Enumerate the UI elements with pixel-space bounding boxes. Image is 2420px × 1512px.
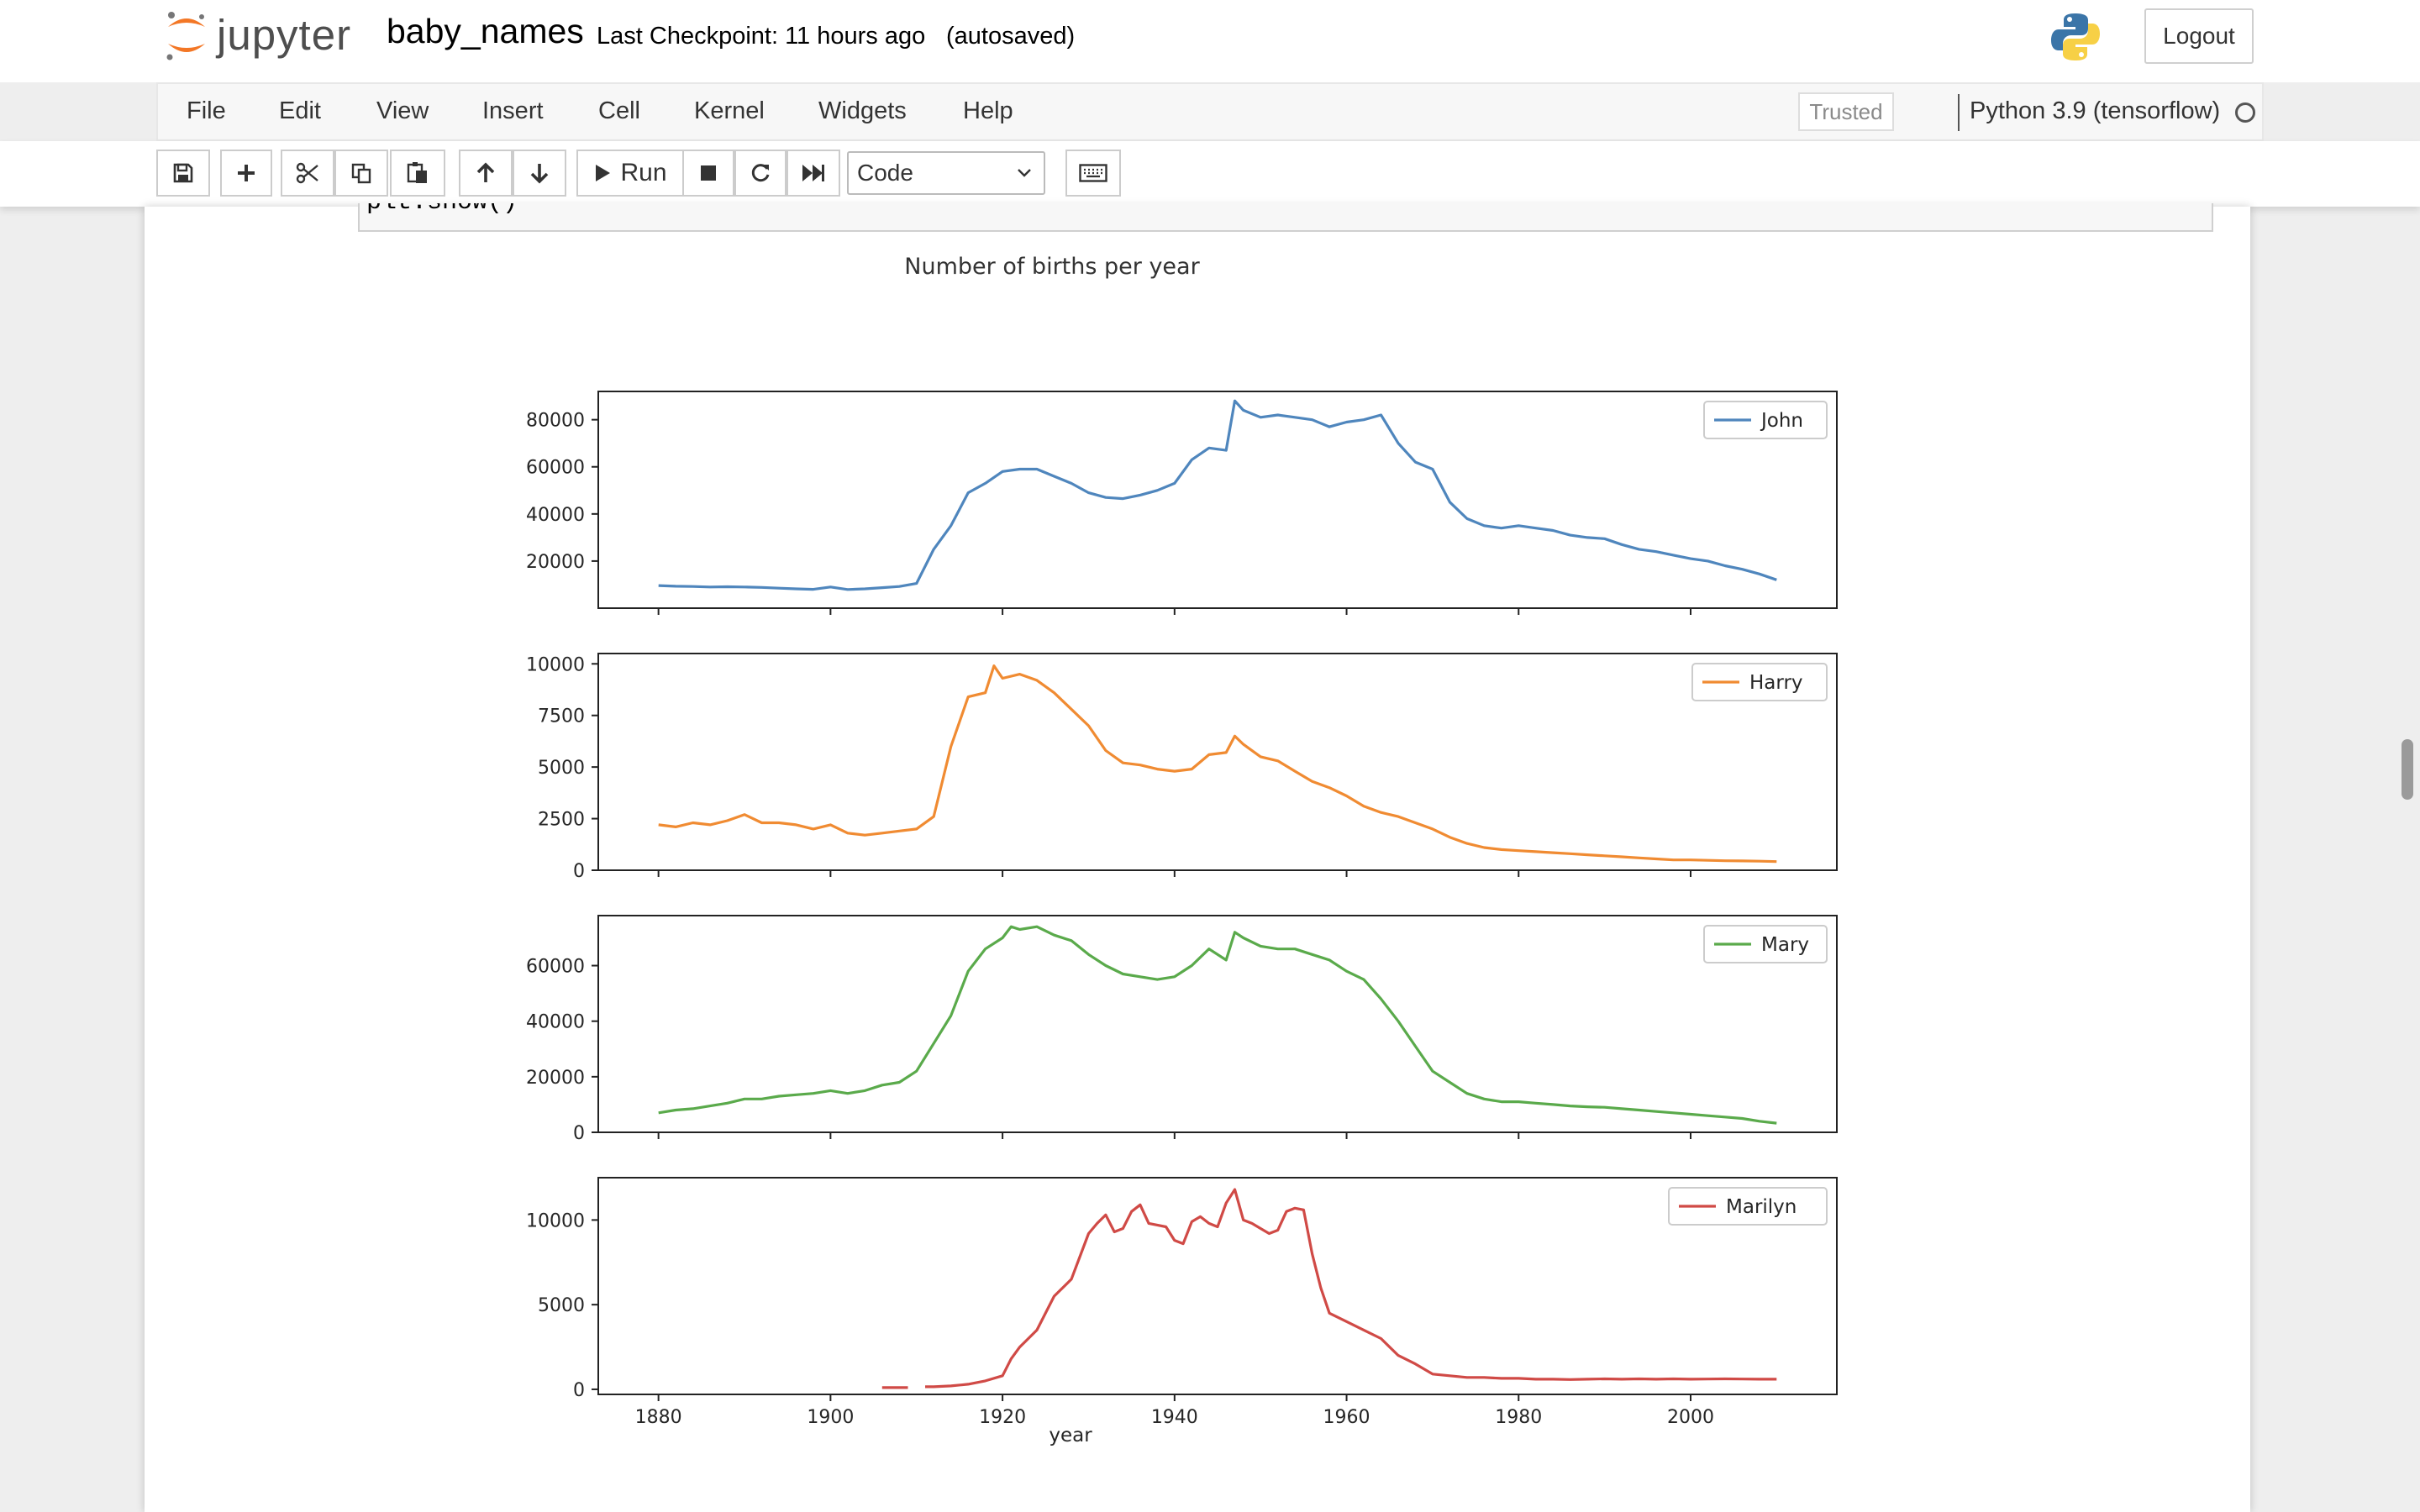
notebook-header: jupyter baby_names Last Checkpoint: 11 h… xyxy=(0,0,2420,82)
keyboard-icon xyxy=(1079,164,1107,182)
legend-label-john: John xyxy=(1760,410,1803,432)
series-line-mary xyxy=(658,925,1777,1125)
x-tick-label: 1960 xyxy=(1323,1407,1370,1428)
plus-icon xyxy=(238,165,255,181)
menubar: File Edit View Insert Cell Kernel Widget… xyxy=(156,82,2264,141)
save-button[interactable] xyxy=(156,150,210,197)
y-tick-label: 2500 xyxy=(538,810,585,831)
kernel-idle-indicator-icon xyxy=(2235,102,2255,123)
menu-file[interactable]: File xyxy=(187,97,226,124)
y-tick-label: 10000 xyxy=(526,654,585,675)
run-label: Run xyxy=(620,159,667,186)
series-line-harry xyxy=(658,664,1777,864)
paste-icon xyxy=(407,162,427,183)
paste-button[interactable] xyxy=(390,150,445,197)
legend-box-john xyxy=(1703,401,1828,439)
y-tick-label: 80000 xyxy=(526,411,585,432)
panel-frame-john xyxy=(597,391,1838,609)
legend-label-mary: Mary xyxy=(1761,934,1809,956)
notebook-name[interactable]: baby_names xyxy=(387,12,584,50)
fast-forward-icon xyxy=(802,165,824,181)
menu-insert[interactable]: Insert xyxy=(482,97,544,124)
run-button[interactable]: Run xyxy=(576,150,684,197)
panel-frame-mary xyxy=(597,915,1838,1133)
code-cell-input[interactable]: plt.show() xyxy=(358,203,2213,232)
scrollbar-thumb[interactable] xyxy=(2402,739,2413,800)
series-line-john xyxy=(658,399,1777,591)
menu-cell[interactable]: Cell xyxy=(598,97,640,124)
copy-button[interactable] xyxy=(334,150,388,197)
y-tick-label: 0 xyxy=(573,1123,585,1144)
code-line: plt.show() xyxy=(366,203,518,217)
x-tick-label: 1900 xyxy=(807,1407,854,1428)
y-tick-label: 60000 xyxy=(526,458,585,479)
kernel-name[interactable]: Python 3.9 (tensorflow) xyxy=(1970,97,2221,124)
y-tick-label: 5000 xyxy=(538,1295,585,1316)
cut-button[interactable] xyxy=(281,150,334,197)
y-tick-label: 20000 xyxy=(526,1068,585,1089)
arrow-up-icon xyxy=(476,162,495,182)
trusted-indicator[interactable]: Trusted xyxy=(1798,92,1894,131)
x-tick-label: 1980 xyxy=(1495,1407,1542,1428)
keyboard-shortcuts-button[interactable] xyxy=(1065,150,1121,197)
logout-button[interactable]: Logout xyxy=(2144,8,2254,64)
cut-icon xyxy=(296,162,318,184)
checkpoint-status: Last Checkpoint: 11 hours ago xyxy=(597,23,926,50)
move-up-button[interactable] xyxy=(459,150,513,197)
y-tick-label: 20000 xyxy=(526,552,585,573)
restart-icon xyxy=(751,164,770,182)
y-tick-label: 0 xyxy=(573,1380,585,1401)
legend-label-marilyn: Marilyn xyxy=(1726,1196,1797,1218)
arrow-down-icon xyxy=(530,164,549,184)
jupyter-logo-icon xyxy=(166,12,205,60)
save-icon xyxy=(173,163,193,183)
panel-frame-harry xyxy=(597,653,1838,871)
jupyter-wordmark: jupyter xyxy=(217,11,352,59)
x-axis-label: year xyxy=(1049,1425,1092,1446)
menu-kernel[interactable]: Kernel xyxy=(694,97,765,124)
y-tick-label: 10000 xyxy=(526,1210,585,1231)
y-tick-label: 60000 xyxy=(526,957,585,978)
autosave-status: (autosaved) xyxy=(946,23,1076,50)
x-tick-label: 1940 xyxy=(1151,1407,1198,1428)
y-tick-label: 40000 xyxy=(526,1012,585,1033)
cell-type-select[interactable]: Code xyxy=(847,151,1045,195)
menu-edit[interactable]: Edit xyxy=(279,97,321,124)
restart-kernel-button[interactable] xyxy=(734,150,786,197)
stop-icon xyxy=(701,165,716,181)
copy-icon xyxy=(351,163,371,184)
notebook-container: plt.show() Number of births per year 2000… xyxy=(145,203,2250,1512)
legend-box-marilyn xyxy=(1668,1187,1828,1226)
toolbar: Run Code xyxy=(0,141,2420,207)
y-tick-label: 40000 xyxy=(526,505,585,526)
panel-frame-marilyn xyxy=(597,1177,1838,1395)
run-icon xyxy=(596,165,611,181)
y-tick-label: 5000 xyxy=(538,758,585,779)
x-tick-label: 1880 xyxy=(635,1407,682,1428)
chart-title: Number of births per year xyxy=(904,254,1200,280)
menu-help[interactable]: Help xyxy=(963,97,1013,124)
series-line-marilyn xyxy=(881,1188,1777,1389)
menu-view[interactable]: View xyxy=(376,97,429,124)
y-tick-label: 0 xyxy=(573,861,585,882)
births-chart: Number of births per year200004000060000… xyxy=(526,254,1838,1446)
restart-run-all-button[interactable] xyxy=(786,150,840,197)
python-logo-icon xyxy=(2049,10,2102,64)
chevron-down-icon xyxy=(1018,169,1031,177)
interrupt-button[interactable] xyxy=(682,150,734,197)
y-tick-label: 7500 xyxy=(538,706,585,727)
legend-box-harry xyxy=(1691,663,1828,701)
x-tick-label: 1920 xyxy=(979,1407,1026,1428)
move-down-button[interactable] xyxy=(513,150,566,197)
legend-box-mary xyxy=(1703,925,1828,963)
cell-type-value: Code xyxy=(857,160,913,186)
jupyter-logo[interactable]: jupyter xyxy=(163,8,365,62)
kernel-separator xyxy=(1958,94,1960,131)
x-tick-label: 2000 xyxy=(1667,1407,1714,1428)
insert-cell-button[interactable] xyxy=(220,150,272,197)
legend-label-harry: Harry xyxy=(1749,672,1803,694)
menu-widgets[interactable]: Widgets xyxy=(818,97,907,124)
